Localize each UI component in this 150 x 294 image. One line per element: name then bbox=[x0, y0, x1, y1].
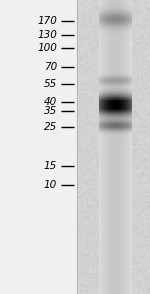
Text: 130: 130 bbox=[37, 30, 57, 40]
Text: 55: 55 bbox=[44, 79, 57, 89]
Text: 25: 25 bbox=[44, 122, 57, 132]
Text: 15: 15 bbox=[44, 161, 57, 171]
Text: 100: 100 bbox=[37, 43, 57, 53]
Text: 70: 70 bbox=[44, 62, 57, 72]
Bar bbox=[0, 0, 77, 294]
Text: 35: 35 bbox=[44, 106, 57, 116]
Text: 10: 10 bbox=[44, 180, 57, 190]
Text: 40: 40 bbox=[44, 97, 57, 107]
Text: 170: 170 bbox=[37, 16, 57, 26]
Bar bbox=[77, 0, 150, 294]
